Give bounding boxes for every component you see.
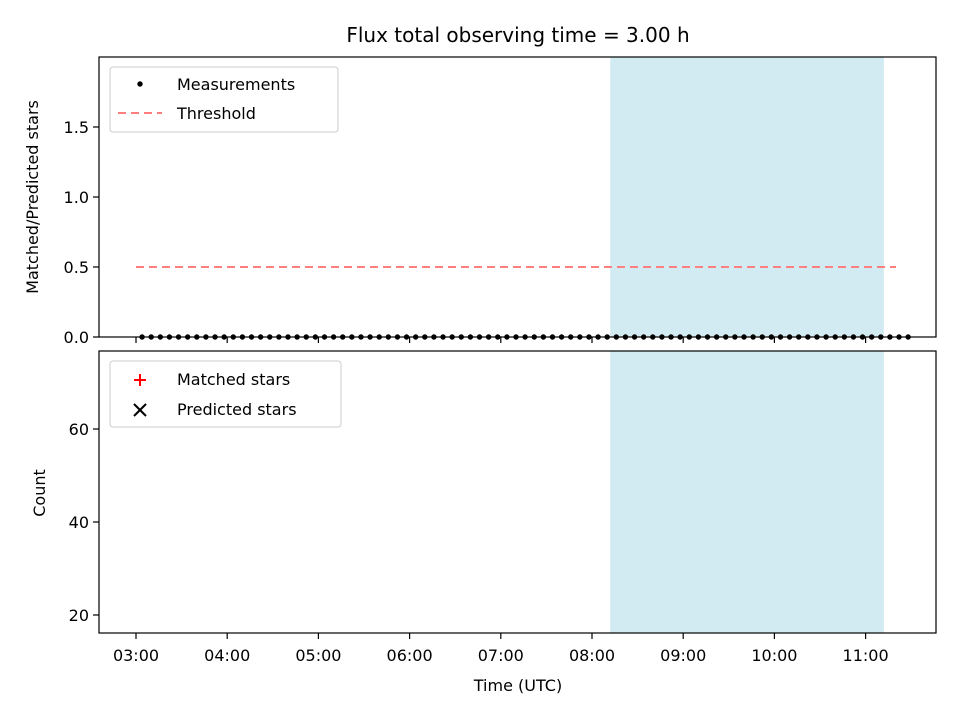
top-legend: Measurements Threshold <box>109 66 339 133</box>
bottom-xtick-label: 03:00 <box>113 646 159 665</box>
legend-measurements-marker <box>137 81 143 87</box>
top-ytick-label: 0.0 <box>64 328 89 347</box>
legend-measurements-label: Measurements <box>177 75 295 94</box>
top-ytick-label: 1.0 <box>64 188 89 207</box>
top-ytick-label: 1.5 <box>64 118 89 137</box>
legend-threshold-label: Threshold <box>176 104 256 123</box>
bottom-legend: Matched stars Predicted stars <box>109 360 342 428</box>
bottom-xtick-label: 09:00 <box>660 646 706 665</box>
bottom-xtick-label: 04:00 <box>204 646 250 665</box>
bottom-xtick-label: 06:00 <box>387 646 433 665</box>
top-shaded-region <box>610 57 884 337</box>
bottom-xtick-label: 10:00 <box>751 646 797 665</box>
legend-predicted-label: Predicted stars <box>177 400 297 419</box>
top-ytick-label: 0.5 <box>64 258 89 277</box>
legend-predicted-marker <box>133 403 147 417</box>
top-panel: 0.0 0.5 1.0 1.5 Matched/Predicted stars Mea… <box>23 56 937 347</box>
bottom-xlabel: Time (UTC) <box>473 676 562 695</box>
bottom-ytick-label: 40 <box>69 513 89 532</box>
bottom-xtick-label: 05:00 <box>295 646 341 665</box>
bottom-ytick-label: 20 <box>69 606 89 625</box>
bottom-xtick-label: 08:00 <box>569 646 615 665</box>
bottom-panel: 20 40 60 03:00 04:00 05:00 06:00 07:00 08:00 09:… <box>30 350 937 695</box>
top-ylabel: Matched/Predicted stars <box>23 100 42 294</box>
legend-matched-label: Matched stars <box>177 370 290 389</box>
chart-title: Flux total observing time = 3.00 h <box>346 23 689 47</box>
bottom-xtick-label: 11:00 <box>843 646 889 665</box>
bottom-ytick-label: 60 <box>69 420 89 439</box>
bottom-plot-frame <box>98 350 937 634</box>
legend-matched-marker <box>134 374 146 386</box>
bottom-shaded-region <box>610 351 884 633</box>
bottom-ylabel: Count <box>30 469 49 517</box>
bottom-xtick-label: 07:00 <box>478 646 524 665</box>
